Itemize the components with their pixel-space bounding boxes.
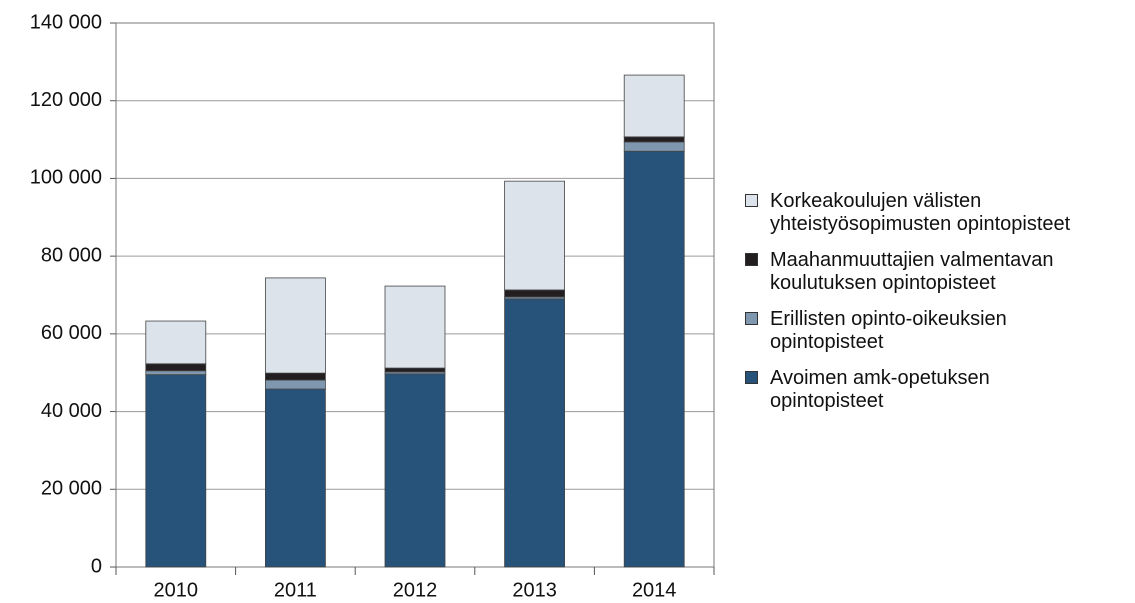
legend-item: Avoimen amk-opetuksen opintopisteet (745, 367, 1135, 413)
legend-item: Maahanmuuttajien valmentavan koulutuksen… (745, 249, 1135, 295)
legend-label: Korkeakoulujen välisten yhteistyösopimus… (770, 190, 1071, 235)
legend-swatch (745, 312, 758, 325)
bar-segment (264, 372, 326, 381)
legend-swatch (745, 371, 758, 384)
bar-segment (264, 379, 326, 390)
bar-segment (623, 136, 685, 143)
y-tick-label: 140 000 (30, 11, 102, 33)
legend-item: Erillisten opinto-oikeuksien opintopiste… (745, 308, 1135, 354)
bar-segment (145, 363, 207, 372)
bar-segment (384, 367, 446, 373)
y-tick-label: 120 000 (30, 89, 102, 111)
bar-segment (623, 141, 685, 152)
x-tick-label: 2012 (393, 579, 438, 601)
y-tick-label: 80 000 (41, 244, 102, 266)
x-tick-label: 2010 (154, 579, 199, 601)
x-tick-label: 2013 (512, 579, 557, 601)
bar-segment (504, 289, 566, 298)
y-tick-label: 100 000 (30, 167, 102, 189)
bar-segment (504, 298, 566, 568)
x-tick-label: 2011 (274, 579, 317, 601)
bar-segment (623, 74, 685, 138)
legend: Korkeakoulujen välisten yhteistyösopimus… (745, 190, 1135, 426)
legend-label: Erillisten opinto-oikeuksien opintopiste… (770, 308, 1007, 353)
y-tick-label: 20 000 (41, 478, 102, 500)
bar-segment (145, 320, 207, 365)
x-tick-label: 2014 (632, 579, 677, 601)
legend-swatch (745, 253, 758, 266)
bar-segment (384, 373, 446, 568)
bar-segment (145, 370, 207, 376)
legend-label: Maahanmuuttajien valmentavan koulutuksen… (770, 249, 1054, 294)
bar-segment (623, 150, 685, 568)
y-tick-label: 0 (91, 555, 102, 577)
legend-label: Avoimen amk-opetuksen opintopisteet (770, 367, 990, 412)
legend-swatch (745, 194, 758, 207)
bar-segment (384, 285, 446, 369)
bar-segment (264, 388, 326, 568)
y-tick-label: 40 000 (41, 400, 102, 422)
bar-segment (145, 374, 207, 568)
legend-item: Korkeakoulujen välisten yhteistyösopimus… (745, 190, 1135, 236)
bar-segment (264, 277, 326, 374)
y-tick-label: 60 000 (41, 322, 102, 344)
bar-segment (504, 180, 566, 291)
